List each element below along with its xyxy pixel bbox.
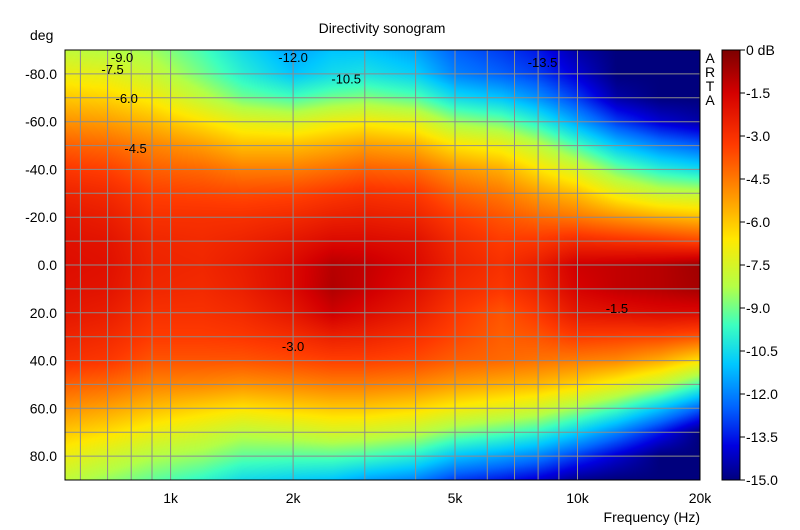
x-axis-label: Frequency (Hz) bbox=[604, 509, 700, 525]
colorbar-label: -9.0 bbox=[746, 300, 770, 316]
colorbar-label: 0 dB bbox=[746, 42, 775, 58]
contour-label: -3.0 bbox=[282, 339, 304, 354]
y-tick-label: 20.0 bbox=[30, 305, 57, 321]
y-tick-label: 0.0 bbox=[38, 257, 58, 273]
colorbar-side-letter: R bbox=[705, 64, 715, 80]
colorbar-side-letter: T bbox=[706, 78, 715, 94]
x-axis-ticks: 1k 2k 5k 10k 20k bbox=[163, 490, 712, 506]
contour-label: -4.5 bbox=[124, 141, 146, 156]
y-tick-label: -60.0 bbox=[25, 114, 57, 130]
x-tick-label: 5k bbox=[448, 490, 464, 506]
x-tick-label: 1k bbox=[163, 490, 179, 506]
colorbar-label: -13.5 bbox=[746, 429, 778, 445]
contour-labels: -9.0-7.5 -6.0 -4.5 -12.0 -10.5 -13.5 -3.0 -1.5 bbox=[101, 50, 628, 354]
contour-label: -9.0 bbox=[111, 50, 133, 65]
chart-title: Directivity sonogram bbox=[319, 20, 446, 36]
y-tick-label: -40.0 bbox=[25, 161, 57, 177]
colorbar-label: -3.0 bbox=[746, 128, 770, 144]
contour-label: -13.5 bbox=[528, 55, 558, 70]
colorbar-label: -10.5 bbox=[746, 343, 778, 359]
y-tick-label: 40.0 bbox=[30, 353, 57, 369]
plot-frame bbox=[64, 49, 701, 481]
y-tick-label: -80.0 bbox=[25, 66, 57, 82]
colorbar-labels: 0 dB -1.5 -3.0 -4.5 -6.0 -7.5 -9.0 -10.5 -12.0 -1… bbox=[740, 42, 778, 488]
contour-label: -1.5 bbox=[606, 301, 628, 316]
y-tick-label: 60.0 bbox=[30, 400, 57, 416]
colorbar-label: -7.5 bbox=[746, 257, 770, 273]
colorbar-label: -1.5 bbox=[746, 85, 770, 101]
colorbar-label: -15.0 bbox=[746, 472, 778, 488]
colorbar-label: -12.0 bbox=[746, 386, 778, 402]
y-axis-ticks: -80.0 -60.0 -40.0 -20.0 0.0 20.0 40.0 60.0 80.0 bbox=[25, 66, 57, 464]
contour-label: -12.0 bbox=[278, 50, 308, 65]
contour-label: -6.0 bbox=[115, 91, 137, 106]
grid-lines bbox=[65, 50, 700, 480]
x-tick-label: 2k bbox=[286, 490, 302, 506]
y-tick-label: 80.0 bbox=[30, 448, 57, 464]
colorbar-label: -6.0 bbox=[746, 214, 770, 230]
colorbar-side-letter: A bbox=[705, 92, 715, 108]
x-tick-label: 20k bbox=[689, 490, 713, 506]
y-axis-label: deg bbox=[30, 27, 53, 43]
colorbar-label: -4.5 bbox=[746, 171, 770, 187]
colorbar-side-letter: A bbox=[705, 50, 715, 66]
contour-label: -10.5 bbox=[331, 72, 361, 87]
x-tick-label: 10k bbox=[566, 490, 590, 506]
y-tick-label: -20.0 bbox=[25, 209, 57, 225]
colorbar bbox=[721, 49, 741, 481]
contour-label: -7.5 bbox=[101, 62, 123, 77]
